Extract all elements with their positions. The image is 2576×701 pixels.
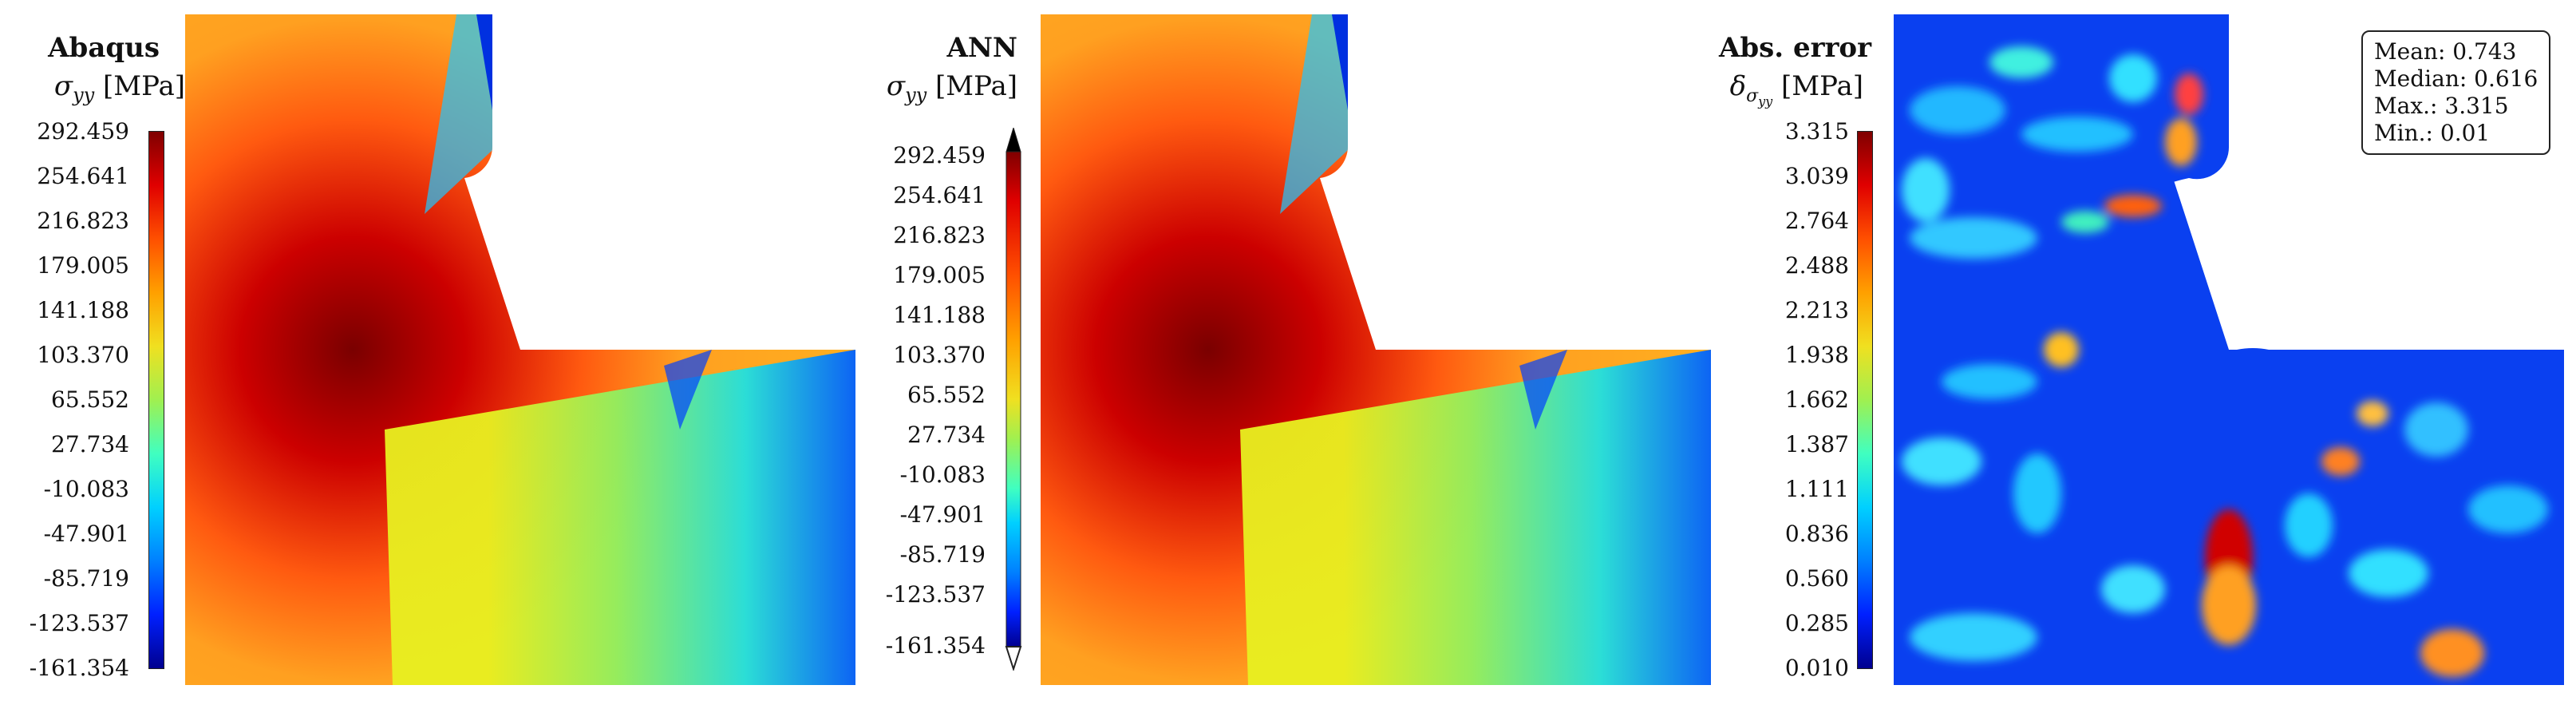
colorbar-tick: 0.285: [1784, 610, 1849, 636]
colorbar-tick: 27.734: [907, 422, 986, 448]
colorbar-tick: -47.901: [43, 521, 129, 547]
panel-title: Abaqus: [48, 32, 160, 64]
colorbar-tick: -85.719: [899, 541, 986, 568]
colorbar-tick: 254.641: [37, 163, 129, 189]
colorbar-tick: 179.005: [893, 262, 986, 288]
stat-median: Median: 0.616: [2374, 65, 2538, 92]
stress-symbol: σ: [53, 70, 73, 102]
statistics-box: Mean: 0.743 Median: 0.616 Max.: 3.315 Mi…: [2361, 30, 2551, 155]
unit-label: [MPa]: [1781, 70, 1863, 102]
colorbar-tick: 216.823: [37, 208, 129, 234]
colorbar-tick: -123.537: [29, 610, 129, 636]
colorbar-tick: -10.083: [43, 476, 129, 502]
panel-subtitle: σyy [MPa]: [858, 70, 1017, 106]
colorbar-tick: -85.719: [43, 565, 129, 592]
panel-title: ANN: [946, 32, 1017, 64]
stress-field-ann: [1041, 14, 1711, 685]
colorbar-tick: 27.734: [51, 431, 129, 457]
colorbar-tick: 103.370: [893, 342, 986, 368]
unit-label: [MPa]: [935, 70, 1017, 102]
stress-subscript: yy: [73, 83, 95, 106]
stat-mean: Mean: 0.743: [2374, 38, 2517, 65]
overflow-arrow-top: [1006, 128, 1021, 152]
underflow-arrow-bottom: [1005, 646, 1022, 671]
stat-min: Min.: 0.01: [2374, 120, 2491, 146]
error-field: [1894, 14, 2564, 685]
stress-subscript: yy: [905, 83, 927, 106]
panel-ann: ANN σyy [MPa] 292.459 254.641 216.823 17…: [858, 0, 1720, 701]
colorbar-tick: 141.188: [37, 297, 129, 323]
panel-abs-error: Abs. error δσyy [MPa] 3.315 3.039 2.764 …: [1712, 0, 2576, 701]
colorbar-tick: 1.938: [1784, 342, 1849, 368]
colorbar-tick: 65.552: [51, 386, 129, 413]
colorbar-tick: 141.188: [893, 302, 986, 328]
colorbar-tick: 292.459: [37, 118, 129, 145]
colorbar-tick: 254.641: [893, 182, 986, 208]
colorbar-tick: 0.560: [1784, 565, 1849, 592]
stress-field-abaqus: [185, 14, 855, 685]
unit-label: [MPa]: [103, 70, 185, 102]
error-subscript: σ: [1746, 85, 1759, 106]
stress-symbol: σ: [886, 70, 906, 102]
panel-subtitle: σyy [MPa]: [0, 70, 185, 106]
colorbar-tick: 2.764: [1784, 208, 1849, 234]
panel-title: Abs. error: [1718, 32, 1871, 64]
colorbar-tick: 103.370: [37, 342, 129, 368]
colorbar-tick: -161.354: [885, 632, 986, 659]
colorbar-tick: -47.901: [899, 501, 986, 528]
colorbar-tick: 1.111: [1784, 476, 1849, 502]
colorbar-tick: 1.662: [1784, 386, 1849, 413]
stat-max: Max.: 3.315: [2374, 93, 2509, 119]
colorbar-tick: 3.315: [1784, 118, 1849, 145]
colorbar-tick: 0.836: [1784, 521, 1849, 547]
colorbar-tick: -123.537: [885, 581, 986, 608]
colorbar-tick: 1.387: [1784, 431, 1849, 457]
colorbar-tick: 2.488: [1784, 252, 1849, 279]
panel-subtitle: δσyy [MPa]: [1712, 70, 1863, 109]
colorbar-tick: 65.552: [907, 382, 986, 408]
panel-abaqus: Abaqus σyy [MPa] 292.459 254.641 216.823…: [0, 0, 862, 701]
error-subsubscript: yy: [1758, 93, 1773, 109]
colorbar-tick: 216.823: [893, 222, 986, 248]
colorbar-tick: -161.354: [29, 655, 129, 681]
colorbar-with-arrows: [1005, 128, 1022, 671]
colorbar-tick: 179.005: [37, 252, 129, 279]
colorbar-tick: 3.039: [1784, 163, 1849, 189]
colorbar-tick: 292.459: [893, 142, 986, 168]
colorbar: [1857, 131, 1873, 669]
colorbar-tick: 0.010: [1784, 655, 1849, 681]
colorbar: [148, 131, 164, 669]
error-symbol: δ: [1729, 70, 1747, 102]
colorbar-tick: 2.213: [1784, 297, 1849, 323]
colorbar-tick: -10.083: [899, 461, 986, 488]
